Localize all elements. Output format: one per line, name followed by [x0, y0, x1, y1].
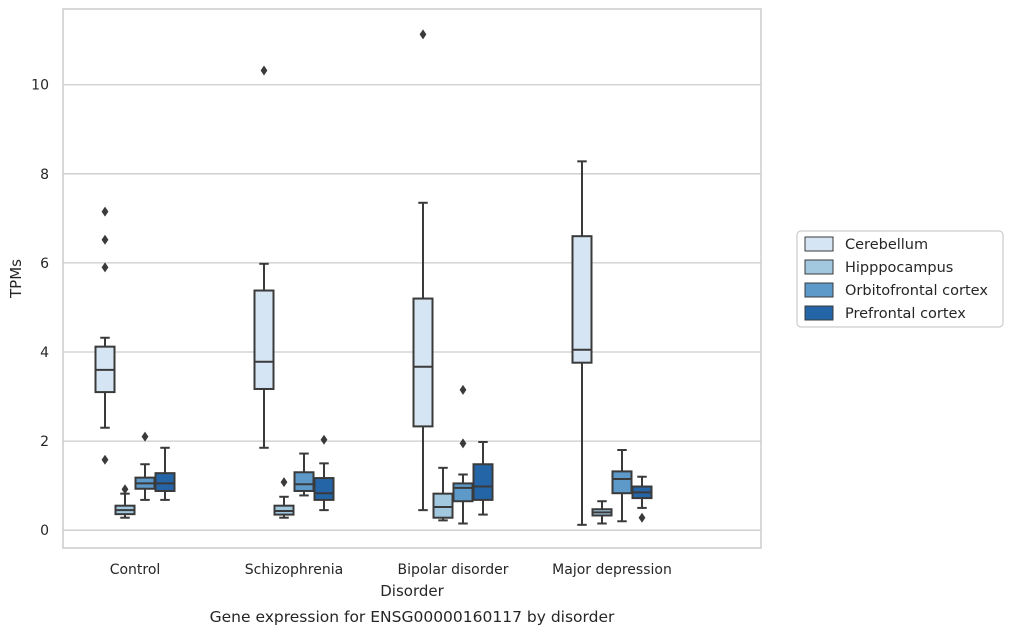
box-groups — [94, 29, 653, 526]
legend-label: Hipppocampus — [845, 260, 953, 276]
outlier-point — [459, 438, 467, 449]
box — [154, 446, 176, 501]
y-axis-title: TPMs — [7, 259, 25, 299]
outlier-point — [320, 434, 328, 445]
box — [293, 452, 315, 497]
legend-label: Prefrontal cortex — [845, 306, 966, 322]
box-body — [253, 289, 275, 390]
y-tick-label: 4 — [40, 345, 49, 361]
box — [631, 475, 653, 523]
outlier-point — [101, 206, 109, 217]
box — [134, 431, 156, 501]
box-body — [611, 470, 633, 495]
box-group-3 — [571, 160, 653, 526]
legend-frame — [796, 230, 1004, 328]
x-tick-labels: Control Schizophrenia Bipolar disorder Majo… — [110, 562, 672, 578]
box — [114, 484, 136, 519]
outlier-point — [121, 484, 129, 495]
box-body — [412, 297, 434, 428]
outlier-point — [260, 65, 268, 76]
box-group-0 — [94, 206, 176, 519]
y-tick-label: 0 — [40, 523, 49, 539]
y-tick-labels: 0 2 4 6 8 10 — [31, 78, 49, 539]
box-body — [432, 492, 454, 519]
outlier-point — [141, 431, 149, 442]
outlier-point — [419, 29, 427, 40]
box — [253, 65, 275, 449]
box — [571, 160, 593, 526]
gridlines — [63, 84, 761, 531]
y-tick-label: 6 — [40, 256, 49, 272]
x-axis-title: Disorder — [380, 582, 444, 600]
outlier-point — [101, 454, 109, 465]
outlier-point — [459, 384, 467, 395]
legend-swatch — [804, 305, 834, 321]
box-body — [313, 477, 335, 501]
box-body — [293, 471, 315, 492]
box — [432, 466, 454, 522]
box — [591, 500, 613, 525]
legend-swatch — [804, 282, 834, 298]
y-tick-label: 2 — [40, 434, 49, 450]
outlier-point — [638, 512, 646, 523]
x-tick-label: Control — [110, 562, 161, 578]
box — [452, 384, 474, 525]
box-body — [571, 235, 593, 364]
box — [273, 477, 295, 519]
y-tick-label: 10 — [31, 78, 49, 94]
outlier-point — [280, 477, 288, 488]
legend-label: Orbitofrontal cortex — [845, 283, 988, 299]
legend-swatch — [804, 259, 834, 275]
box — [94, 206, 116, 465]
legend: Cerebellum Hipppocampus Orbitofrontal cort… — [796, 230, 1004, 328]
figure-caption: Gene expression for ENSG00000160117 by d… — [210, 608, 615, 626]
x-tick-label: Schizophrenia — [245, 562, 343, 578]
box-body — [452, 482, 474, 503]
plot-frame — [62, 8, 762, 549]
x-tick-label: Major depression — [552, 562, 672, 578]
box — [611, 449, 633, 523]
y-tick-label: 8 — [40, 167, 49, 183]
box — [412, 29, 434, 512]
box-group-1 — [253, 65, 335, 519]
box — [472, 440, 494, 516]
outlier-point — [101, 262, 109, 273]
box — [313, 434, 335, 512]
box-body — [472, 463, 494, 501]
x-tick-label: Bipolar disorder — [397, 562, 508, 578]
legend-label: Cerebellum — [845, 237, 928, 253]
outlier-point — [101, 234, 109, 245]
box-group-2 — [412, 29, 494, 525]
legend-swatch — [804, 236, 834, 252]
box-body — [154, 472, 176, 492]
